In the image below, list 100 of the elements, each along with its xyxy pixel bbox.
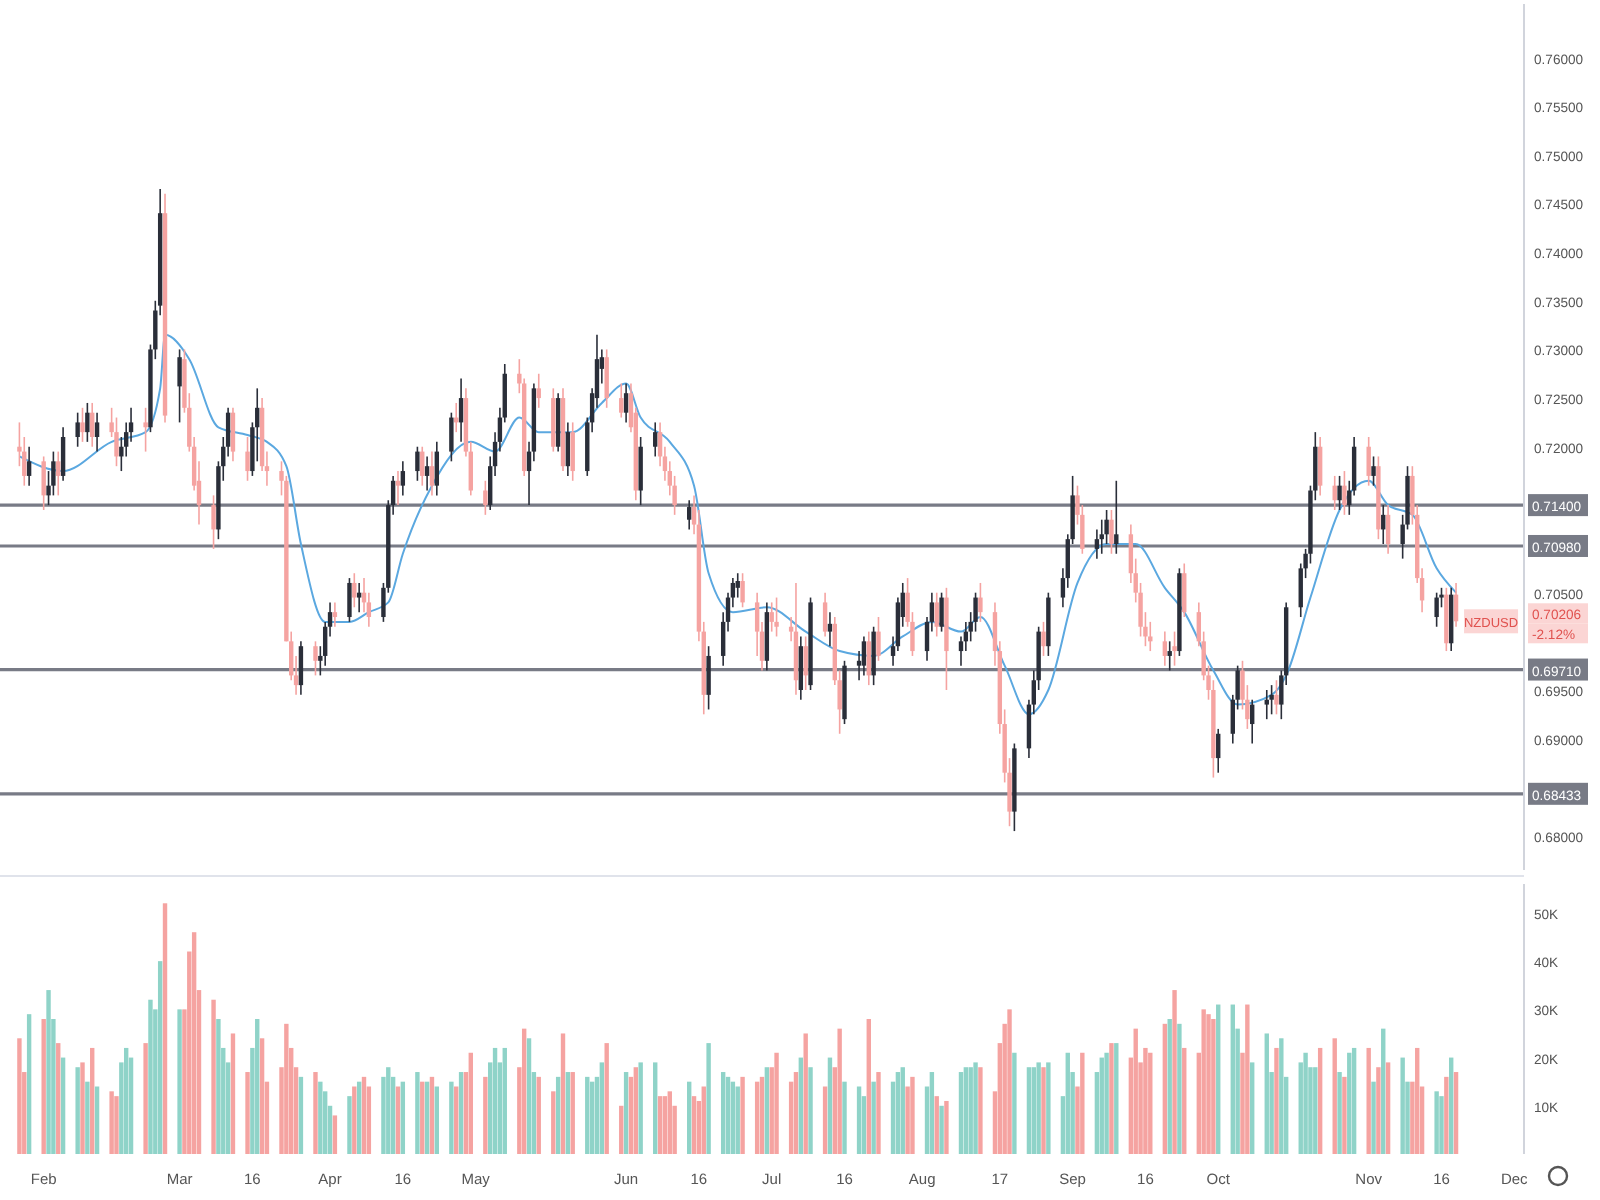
bar: [1264, 1033, 1269, 1154]
candlestick: [1269, 684, 1274, 716]
bar: [910, 1076, 915, 1154]
bar: [449, 1081, 454, 1154]
bar: [585, 1076, 590, 1154]
bar: [1230, 1004, 1235, 1154]
candlestick: [449, 411, 454, 463]
candlestick: [619, 382, 624, 419]
bar: [483, 1076, 488, 1154]
bar: [1080, 1052, 1085, 1154]
bar: [1007, 1009, 1012, 1154]
candlestick: [347, 577, 352, 623]
bar: [400, 1081, 406, 1154]
bar: [725, 1076, 731, 1154]
bar: [808, 1067, 813, 1154]
bar: [1332, 1038, 1337, 1154]
candlestick: [424, 455, 430, 492]
bar: [619, 1105, 624, 1154]
candlestick: [1041, 621, 1046, 657]
bar: [929, 1072, 935, 1154]
bar: [822, 1086, 828, 1154]
candlestick: [939, 591, 944, 633]
bar: [798, 1057, 804, 1154]
bar: [599, 1062, 605, 1154]
bar: [570, 1072, 575, 1154]
candlestick: [876, 616, 881, 662]
bar: [604, 1043, 609, 1154]
bar: [759, 1076, 765, 1154]
bar: [764, 1067, 770, 1154]
bar: [313, 1072, 318, 1154]
bar: [1172, 990, 1177, 1154]
bar: [230, 1033, 236, 1154]
bar: [1303, 1052, 1308, 1154]
candlestick: [1162, 630, 1168, 667]
bar: [347, 1096, 352, 1154]
bar: [420, 1081, 425, 1154]
bar: [589, 1081, 595, 1154]
bar: [356, 1081, 362, 1154]
bar: [1400, 1057, 1405, 1154]
bar: [1453, 1072, 1459, 1154]
candlestick: [871, 625, 876, 686]
candlestick: [395, 470, 401, 506]
bar: [740, 1076, 745, 1154]
candlestick: [230, 407, 236, 463]
bar: [1351, 1047, 1357, 1154]
candlestick: [1114, 479, 1119, 555]
bar: [1104, 1052, 1109, 1154]
candlestick: [1109, 509, 1114, 555]
bar: [1216, 1004, 1221, 1154]
bar: [1444, 1076, 1449, 1154]
candlestick: [1167, 640, 1172, 672]
bar: [774, 1052, 779, 1154]
candlestick: [978, 582, 983, 623]
bar: [1313, 1067, 1318, 1154]
candlestick: [352, 572, 357, 609]
bar: [429, 1076, 435, 1154]
bar: [934, 1096, 939, 1154]
candlestick: [429, 450, 435, 497]
candlestick: [1342, 470, 1347, 516]
candlestick: [245, 436, 250, 482]
bar: [1279, 1038, 1284, 1154]
bar: [468, 1052, 473, 1154]
bar: [827, 1057, 833, 1154]
bar: [1385, 1062, 1391, 1154]
candlestick: [861, 635, 867, 677]
bar: [1114, 1043, 1119, 1154]
bar: [1148, 1052, 1153, 1154]
bar: [1371, 1081, 1376, 1154]
bar: [876, 1072, 881, 1154]
candlestick: [177, 348, 182, 424]
bar: [1167, 1019, 1172, 1154]
bar: [963, 1067, 969, 1154]
bar: [492, 1047, 498, 1154]
bar: [1182, 1047, 1187, 1154]
bar: [973, 1062, 978, 1154]
bar: [1065, 1052, 1070, 1154]
bar: [653, 1062, 658, 1154]
bar: [691, 1096, 697, 1154]
bar: [803, 1033, 808, 1154]
candlestick: [1317, 436, 1323, 497]
candlestick: [458, 377, 464, 443]
bar: [720, 1072, 726, 1154]
bar: [1415, 1047, 1420, 1154]
candlestick: [1434, 591, 1439, 628]
bar: [1036, 1062, 1041, 1154]
bar: [332, 1115, 338, 1154]
bar: [352, 1086, 357, 1154]
bar: [259, 1038, 265, 1154]
bar: [1250, 1062, 1255, 1154]
bar: [1245, 1004, 1250, 1154]
bar: [177, 1009, 182, 1154]
bar: [298, 1076, 304, 1154]
bar: [255, 1019, 260, 1154]
candlestick: [1172, 630, 1177, 667]
candlestick: [866, 630, 871, 686]
bar: [502, 1047, 507, 1154]
bar: [1366, 1047, 1371, 1154]
candlestick: [1264, 689, 1269, 720]
candlestick: [1182, 562, 1187, 618]
bar: [735, 1086, 740, 1154]
